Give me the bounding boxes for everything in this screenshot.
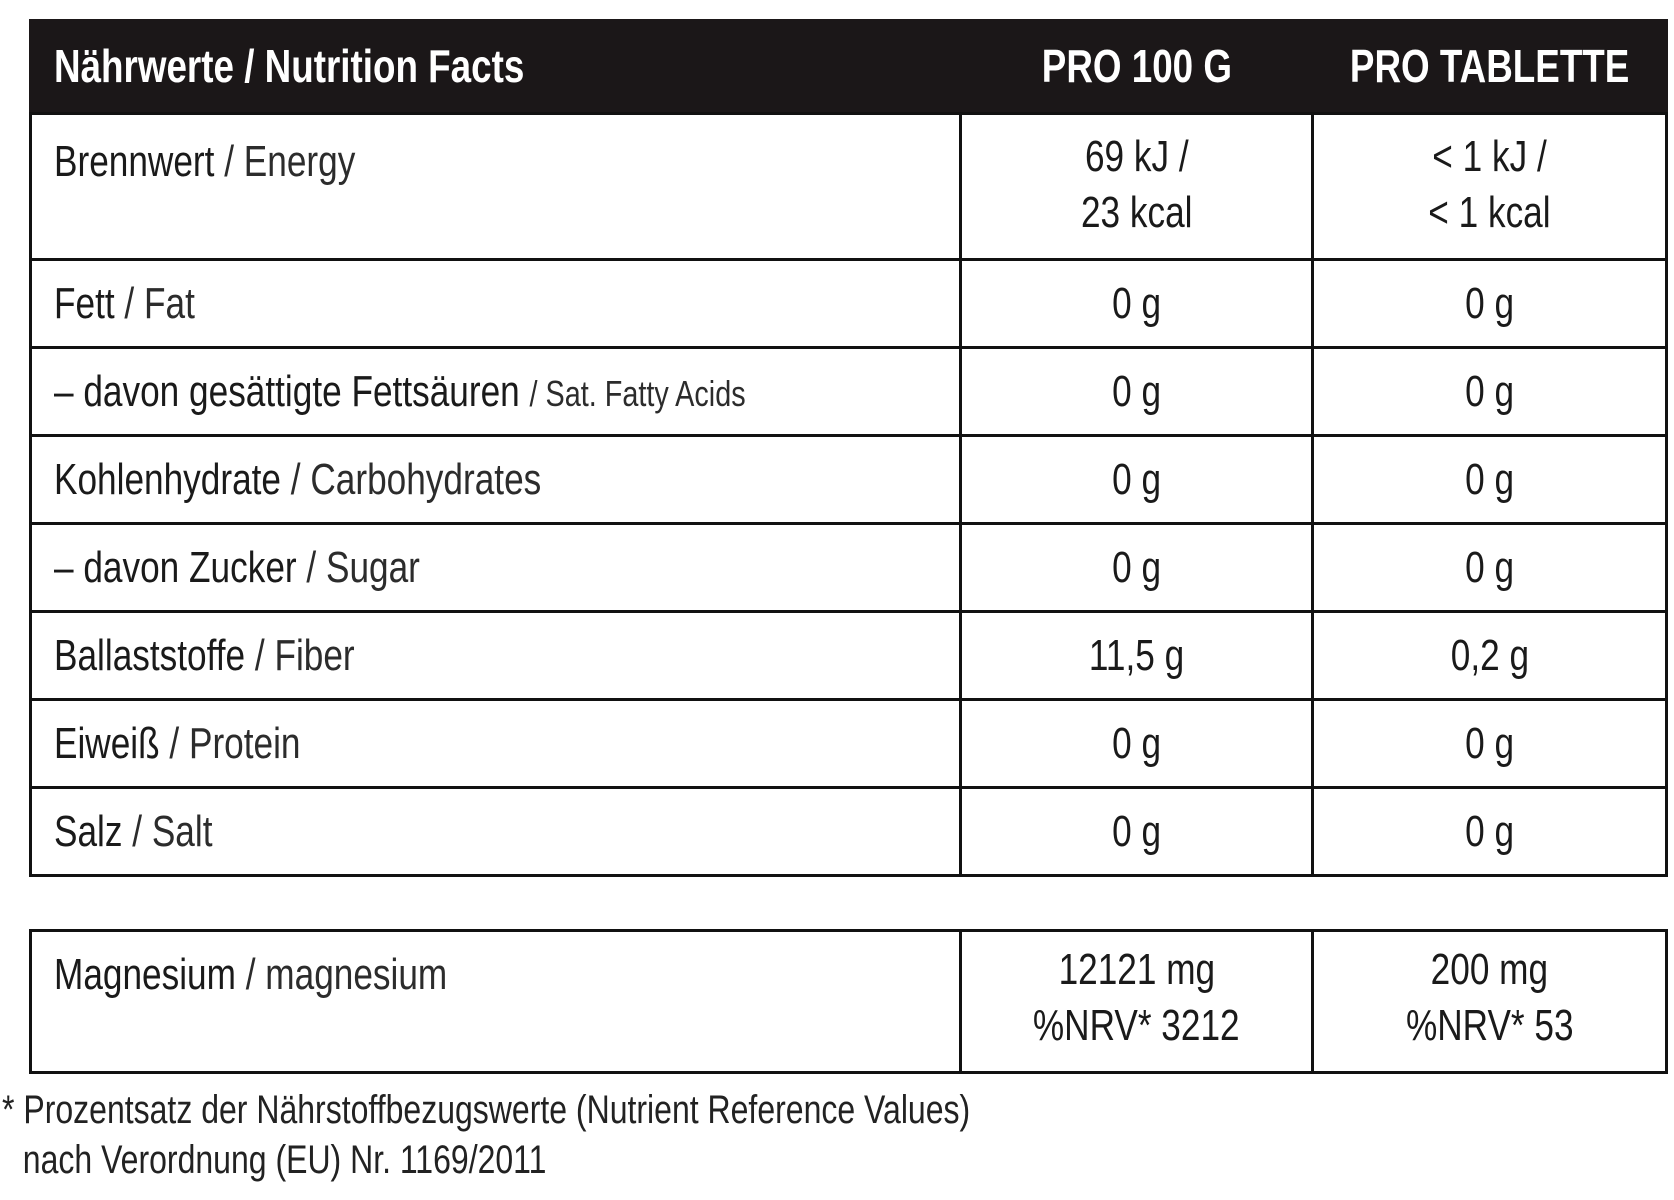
header-title: Nährwerte / Nutrition Facts — [54, 39, 525, 92]
value: 69 kJ / — [1084, 132, 1189, 181]
table-row: Fett / Fat 0 g 0 g — [29, 258, 1668, 349]
header-cell: Nährwerte / Nutrition Facts — [29, 19, 962, 112]
label-cell: – davon gesättigte Fettsäuren / Sat. Fat… — [29, 346, 962, 437]
header-cell: PRO TABLETTE — [1311, 19, 1668, 112]
label-cell: Ballaststoffe / Fiber — [29, 610, 962, 701]
value-cell: 0 g — [1311, 434, 1668, 525]
label: Ballaststoffe / Fiber — [54, 631, 355, 681]
table-row: Salz / Salt 0 g 0 g — [29, 786, 1668, 877]
label-en: / Protein — [169, 718, 301, 768]
label: – davon Zucker / Sugar — [54, 543, 420, 593]
label-de: Kohlenhydrate — [54, 454, 282, 504]
header-table: Nährwerte / Nutrition Facts PRO 100 G PR… — [29, 19, 1668, 112]
value-cell: 0 g — [959, 258, 1314, 349]
value: < 1 kJ / — [1432, 132, 1547, 181]
value: 0 g — [1112, 718, 1161, 768]
label-de: Ballaststoffe — [54, 630, 246, 680]
table-row: – davon Zucker / Sugar 0 g 0 g — [29, 522, 1668, 613]
value-cell: 0 g — [1311, 522, 1668, 613]
label: – davon gesättigte Fettsäuren / Sat. Fat… — [54, 367, 746, 417]
label-en: / Salt — [132, 806, 213, 856]
label-cell: Brennwert / Energy — [29, 112, 962, 261]
table-row: Eiweiß / Protein 0 g 0 g — [29, 698, 1668, 789]
label-cell: Salz / Salt — [29, 786, 962, 877]
value-cell: 0 g — [959, 786, 1314, 877]
value: 0 g — [1112, 278, 1161, 328]
value: 0 g — [1465, 454, 1514, 504]
value: %NRV* 53 — [1405, 1001, 1574, 1050]
label: Magnesium / magnesium — [54, 950, 447, 1000]
label: Brennwert / Energy — [54, 137, 355, 187]
label-cell: Magnesium / magnesium — [29, 929, 962, 1074]
table-row: – davon gesättigte Fettsäuren / Sat. Fat… — [29, 346, 1668, 437]
label-cell: Kohlenhydrate / Carbohydrates — [29, 434, 962, 525]
value: 200 mg — [1430, 945, 1549, 994]
value-cell: 0 g — [1311, 258, 1668, 349]
label-en: / Sugar — [306, 542, 420, 592]
footnote-line: nach Verordnung (EU) Nr. 1169/2011 — [22, 1138, 547, 1182]
value: 0 g — [1112, 542, 1161, 592]
label-en: / Sat. Fatty Acids — [529, 372, 746, 414]
footnote-line: * Prozentsatz der Nährstoffbezugswerte (… — [2, 1088, 971, 1132]
label-en: / Energy — [224, 137, 356, 186]
table-row: Magnesium / magnesium 12121 mg %NRV* 3212 2… — [29, 929, 1668, 1074]
value: 0,2 g — [1450, 630, 1529, 680]
value: 0 g — [1112, 366, 1161, 416]
nutrition-table: Brennwert / Energy 69 kJ / 23 kcal < 1 kJ /… — [29, 112, 1668, 877]
value: 12121 mg — [1058, 945, 1215, 994]
label-en: / Fiber — [254, 630, 355, 680]
value: 0 g — [1112, 454, 1161, 504]
value-cell: 0 g — [1311, 698, 1668, 789]
value: 0 g — [1465, 366, 1514, 416]
label-de: – davon Zucker — [54, 542, 297, 592]
label-de: Salz — [54, 806, 123, 856]
label-de: Brennwert — [54, 137, 215, 186]
value-cell: 0 g — [959, 346, 1314, 437]
value-cell: 0 g — [959, 522, 1314, 613]
label-cell: Fett / Fat — [29, 258, 962, 349]
label-de: Fett — [54, 278, 115, 328]
table-row: Kohlenhydrate / Carbohydrates 0 g 0 g — [29, 434, 1668, 525]
value: 0 g — [1465, 806, 1514, 856]
label-de: Magnesium — [54, 950, 236, 999]
value-cell: < 1 kJ / < 1 kcal — [1311, 112, 1668, 261]
label: Eiweiß / Protein — [54, 719, 301, 769]
column-header: PRO 100 G — [1041, 39, 1232, 92]
value: < 1 kcal — [1428, 188, 1551, 237]
label-cell: Eiweiß / Protein — [29, 698, 962, 789]
value: 0 g — [1465, 278, 1514, 328]
label-en: / magnesium — [245, 950, 448, 999]
value: %NRV* 3212 — [1033, 1001, 1240, 1050]
table-row: Ballaststoffe / Fiber 11,5 g 0,2 g — [29, 610, 1668, 701]
label: Kohlenhydrate / Carbohydrates — [54, 455, 541, 505]
value-cell: 0 g — [959, 434, 1314, 525]
label-de: Eiweiß — [54, 718, 160, 768]
table-row: Brennwert / Energy 69 kJ / 23 kcal < 1 kJ /… — [29, 112, 1668, 261]
label-en: / Carbohydrates — [290, 454, 542, 504]
value: 11,5 g — [1088, 630, 1185, 680]
label: Fett / Fat — [54, 279, 195, 329]
value-cell: 11,5 g — [959, 610, 1314, 701]
label: Salz / Salt — [54, 807, 212, 857]
value: 0 g — [1465, 542, 1514, 592]
value-cell: 0 g — [1311, 346, 1668, 437]
value-cell: 200 mg %NRV* 53 — [1311, 929, 1668, 1074]
value-cell: 0 g — [959, 698, 1314, 789]
mineral-table: Magnesium / magnesium 12121 mg %NRV* 3212 2… — [29, 929, 1668, 1074]
header-row: Nährwerte / Nutrition Facts PRO 100 G PR… — [29, 19, 1668, 112]
label-en: / Fat — [124, 278, 195, 328]
label-de: – davon gesättigte Fettsäuren — [54, 366, 520, 416]
value: 0 g — [1112, 806, 1161, 856]
label-cell: – davon Zucker / Sugar — [29, 522, 962, 613]
header-cell: PRO 100 G — [959, 19, 1314, 112]
footnote: * Prozentsatz der Nährstoffbezugswerte (… — [2, 1085, 1212, 1185]
value-cell: 0,2 g — [1311, 610, 1668, 701]
value: 0 g — [1465, 718, 1514, 768]
value-cell: 69 kJ / 23 kcal — [959, 112, 1314, 261]
value-cell: 0 g — [1311, 786, 1668, 877]
column-header: PRO TABLETTE — [1349, 39, 1630, 92]
value: 23 kcal — [1080, 188, 1193, 237]
value-cell: 12121 mg %NRV* 3212 — [959, 929, 1314, 1074]
